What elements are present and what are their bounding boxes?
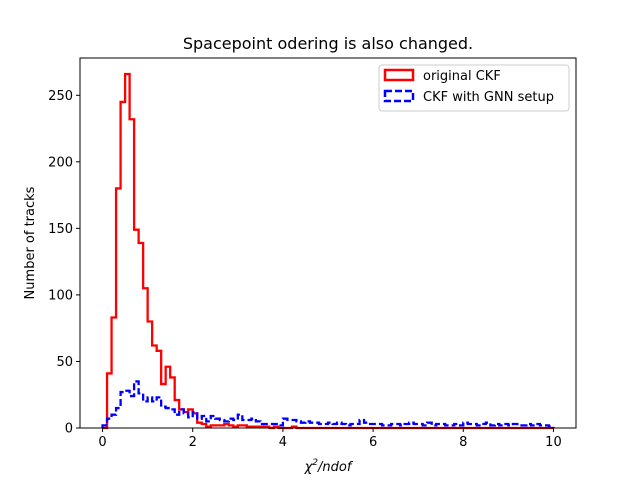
x-tick-label: 0 xyxy=(98,435,106,450)
legend-label-ckf-gnn: CKF with GNN setup xyxy=(423,90,554,105)
y-tick-label: 200 xyxy=(48,155,73,170)
plot-area xyxy=(79,57,577,430)
plot-border xyxy=(79,57,577,429)
y-axis-label: Number of tracks xyxy=(23,186,38,299)
y-tick-label: 250 xyxy=(48,89,73,104)
x-axis: 0 2 4 6 8 10 xyxy=(98,428,562,450)
series-1-histogram xyxy=(101,380,555,428)
y-tick-label: 50 xyxy=(56,355,73,370)
x-axis-label-sup: 2 xyxy=(312,458,318,468)
y-tick-label: 0 xyxy=(65,422,73,437)
plot-frame xyxy=(80,58,576,428)
x-axis-label-base: χ xyxy=(304,460,314,475)
x-tick-label: 8 xyxy=(459,435,467,450)
legend: original CKF CKF with GNN setup xyxy=(378,64,570,112)
x-axis-label-rest: /ndof xyxy=(317,460,354,475)
y-tick-label: 150 xyxy=(48,222,73,237)
x-tick-label: 4 xyxy=(279,435,287,450)
x-tick-label: 6 xyxy=(369,435,377,450)
legend-label-original-ckf: original CKF xyxy=(423,69,501,84)
legend-box xyxy=(378,64,570,112)
chart-title: Spacepoint odering is also changed. xyxy=(183,34,473,53)
x-tick-label: 10 xyxy=(545,435,562,450)
x-axis-label: χ2/ndof xyxy=(304,458,354,475)
y-tick-label: 100 xyxy=(48,288,73,303)
legend-swatch-original-ckf xyxy=(383,68,415,82)
x-tick-label: 2 xyxy=(189,435,197,450)
y-axis: 0 50 100 150 200 250 xyxy=(48,89,80,437)
legend-swatch-ckf-gnn xyxy=(383,89,415,103)
